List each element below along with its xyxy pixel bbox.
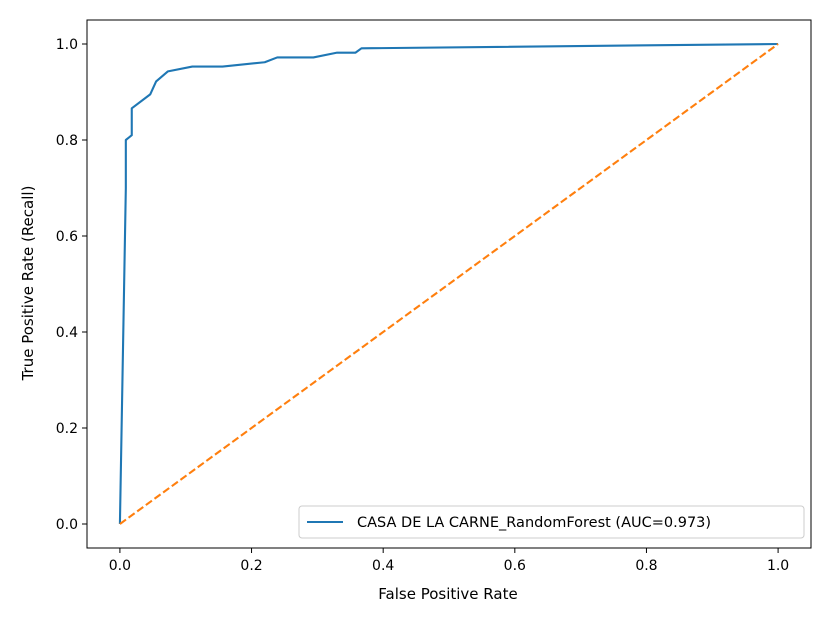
- plot-area: [118, 42, 779, 525]
- axes: 0.0 0.2 0.4 0.6 0.8 1.0 0.0 0.2 0.4 0.6 0.8 1.0: [56, 19, 812, 574]
- x-axis-label: False Positive Rate: [378, 585, 517, 603]
- x-tick-label: 0.4: [372, 558, 394, 574]
- x-tick-label: 0.2: [240, 558, 262, 574]
- y-tick-label: 0.6: [56, 229, 78, 245]
- y-tick-label: 1.0: [56, 37, 78, 53]
- legend-label: CASA DE LA CARNE_RandomForest (AUC=0.973…: [357, 515, 711, 531]
- x-tick-label: 0.6: [504, 558, 526, 574]
- y-tick-label: 0.0: [56, 517, 78, 533]
- roc-curve-line: [118, 42, 779, 525]
- y-axis-label: True Positive Rate (Recall): [19, 186, 37, 382]
- legend: CASA DE LA CARNE_RandomForest (AUC=0.973…: [298, 505, 805, 539]
- x-tick-label: 0.0: [109, 558, 131, 574]
- y-tick-label: 0.2: [56, 421, 78, 437]
- axes-frame: [86, 19, 812, 549]
- x-tick-label: 1.0: [767, 558, 789, 574]
- y-tick-label: 0.8: [56, 133, 78, 149]
- x-tick-label: 0.8: [635, 558, 657, 574]
- chance-diagonal-line: [119, 43, 779, 525]
- y-tick-label: 0.4: [56, 325, 78, 341]
- legend-box: [298, 505, 805, 539]
